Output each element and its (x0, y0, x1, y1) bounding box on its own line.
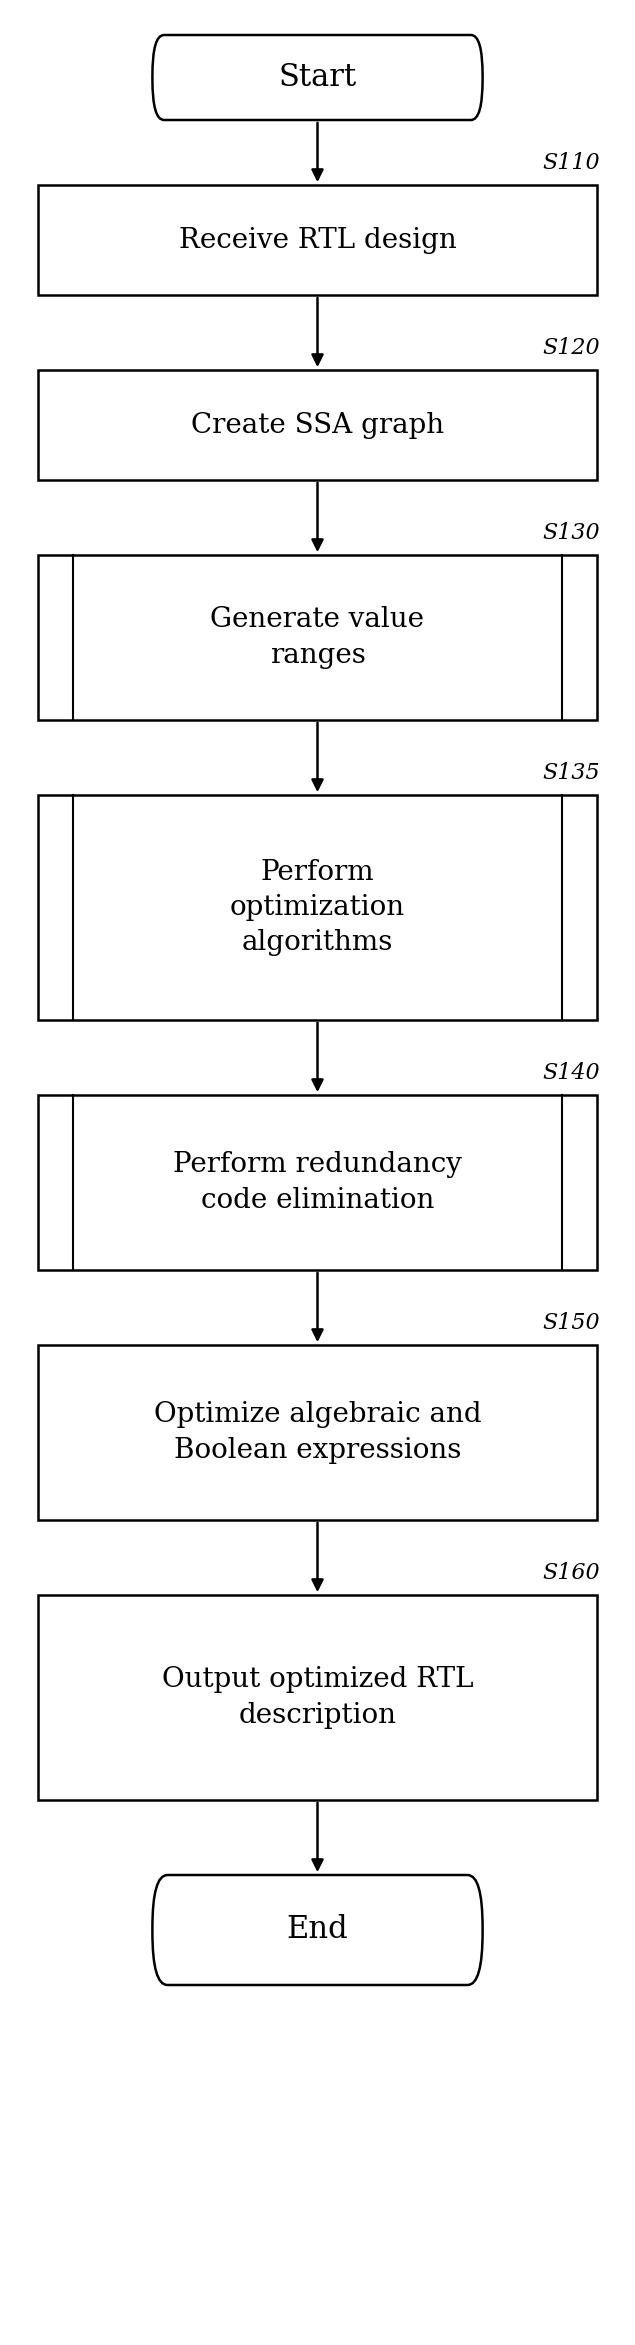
Bar (38, 1595, 597, 1801)
Text: S140: S140 (542, 1062, 600, 1083)
Text: Perform redundancy
code elimination: Perform redundancy code elimination (173, 1151, 462, 1215)
Text: End: End (286, 1914, 349, 1946)
FancyBboxPatch shape (152, 1876, 483, 1984)
Text: Optimize algebraic and
Boolean expressions: Optimize algebraic and Boolean expressio… (154, 1402, 481, 1463)
Text: Generate value
ranges: Generate value ranges (210, 607, 425, 668)
Bar (38, 185, 597, 295)
Bar (38, 1346, 597, 1520)
Bar (38, 1095, 597, 1271)
Text: S120: S120 (542, 338, 600, 359)
Text: Perform
optimization
algorithms: Perform optimization algorithms (230, 858, 405, 957)
Bar (38, 556, 597, 720)
Text: S110: S110 (542, 152, 600, 174)
Bar (38, 371, 597, 481)
Text: Receive RTL design: Receive RTL design (178, 227, 457, 253)
Text: S135: S135 (542, 762, 600, 783)
Bar (38, 795, 597, 1020)
Text: Create SSA graph: Create SSA graph (191, 410, 444, 439)
Text: S150: S150 (542, 1311, 600, 1334)
FancyBboxPatch shape (152, 35, 483, 120)
Text: S160: S160 (542, 1562, 600, 1583)
Text: Output optimized RTL
description: Output optimized RTL description (162, 1667, 473, 1728)
Text: S130: S130 (542, 523, 600, 544)
Text: Start: Start (278, 61, 357, 94)
